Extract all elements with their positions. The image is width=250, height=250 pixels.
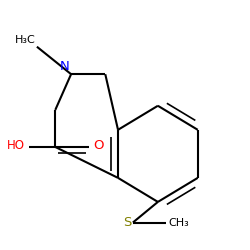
Text: H₃C: H₃C [15, 35, 36, 45]
Text: S: S [123, 216, 132, 229]
Text: N: N [60, 60, 70, 73]
Text: O: O [94, 139, 104, 152]
Text: CH₃: CH₃ [168, 218, 189, 228]
Text: HO: HO [7, 139, 25, 152]
